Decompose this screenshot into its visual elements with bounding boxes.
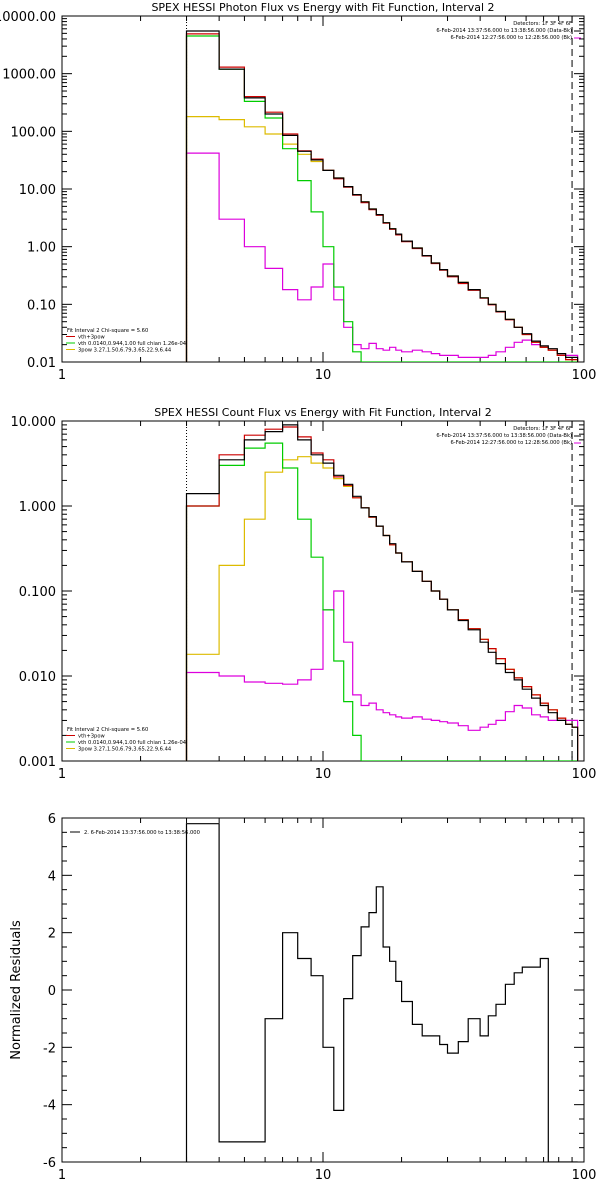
- series-line-3pow: [185, 116, 579, 362]
- x-tick-label: 10: [315, 767, 332, 782]
- y-tick-label: -6: [43, 1156, 56, 1171]
- legend-text: 3pow 3.27,1.50,6.79,3.65,22.9,6.44: [78, 747, 172, 753]
- x-tick-label: 1: [58, 368, 66, 383]
- x-tick-label: 100: [572, 767, 597, 782]
- plot-frame: [61, 15, 585, 363]
- legend-text: 2. 6-Feb-2014 13:37:56.000 to 13:38:56.0…: [84, 830, 200, 836]
- legend-text: Fit Interval 2 Chi-square = 5.60: [67, 328, 148, 334]
- legend-text: Detectors: 1F 3F 4F 6F: [513, 426, 572, 432]
- legend-text: vth+3pow: [78, 335, 106, 341]
- legend-text: Fit Interval 2 Chi-square = 5.60: [67, 727, 148, 733]
- y-axis-label: Normalized Residuals: [9, 920, 24, 1060]
- x-tick-label: 10: [315, 1168, 332, 1183]
- legend-text: 6-Feb-2014 12:27:56.000 to 12:28:56.000 …: [450, 440, 572, 446]
- y-tick-label: 10000.00: [0, 10, 56, 25]
- y-tick-label: 100.00: [11, 125, 57, 140]
- series-line-vth-3pow: [185, 33, 579, 362]
- legend-text: 6-Feb-2014 13:37:56.000 to 13:38:56.000 …: [436, 28, 572, 34]
- legend-text: Detectors: 1F 3F 4F 6F: [513, 21, 572, 27]
- y-tick-label: 0.100: [19, 585, 56, 600]
- y-tick-label: 1.000: [19, 500, 56, 515]
- y-tick-label: 4: [48, 869, 56, 884]
- chart-title: SPEX HESSI Count Flux vs Energy with Fit…: [154, 406, 491, 419]
- chart-title: SPEX HESSI Photon Flux vs Energy with Fi…: [151, 1, 494, 14]
- x-tick-label: 1: [58, 767, 66, 782]
- y-tick-label: 0.010: [19, 670, 56, 685]
- y-tick-label: 10.00: [19, 183, 56, 198]
- series-line-background: [185, 590, 579, 761]
- y-tick-label: 1.00: [27, 241, 56, 256]
- y-tick-label: 2: [48, 927, 56, 942]
- chart-3: 1 10 100 -6 -4 -2 0 2 4 6 Normalized Residuals 2. 6…: [9, 812, 596, 1183]
- series-line-vth: [185, 442, 578, 761]
- legend-text: vth 0.0140,0.944,1.00 full chian 1.26e-0…: [78, 740, 187, 746]
- chart-1: SPEX HESSI Photon Flux vs Energy with Fi…: [0, 1, 596, 383]
- series-line-3pow: [185, 456, 579, 761]
- series-line-data: [185, 424, 579, 761]
- legend-text: 6-Feb-2014 12:27:56.000 to 12:28:56.000 …: [450, 35, 572, 41]
- x-tick-label: 10: [315, 368, 332, 383]
- series-line-background: [185, 152, 579, 362]
- y-tick-label: 0.01: [27, 356, 56, 371]
- series-line-vth: [185, 35, 578, 362]
- legend-text: 6-Feb-2014 13:37:56.000 to 13:38:56.000 …: [436, 433, 572, 439]
- series-line-residuals: [185, 823, 578, 1162]
- y-tick-label: 0: [48, 984, 56, 999]
- legend-text: vth+3pow: [78, 734, 106, 740]
- y-tick-label: -2: [43, 1041, 56, 1056]
- y-tick-label: -4: [43, 1099, 56, 1114]
- legend-text: vth 0.0140,0.944,1.00 full chian 1.26e-0…: [78, 341, 187, 347]
- x-tick-label: 100: [572, 368, 597, 383]
- y-tick-label: 0.10: [27, 298, 56, 313]
- y-tick-label: 10.000: [11, 415, 57, 430]
- y-tick-label: 1000.00: [2, 68, 56, 83]
- series-line-data: [185, 30, 579, 362]
- legend-text: 3pow 3.27,1.50,6.79,3.65,22.9,6.44: [78, 348, 172, 354]
- y-tick-label: 6: [48, 812, 56, 827]
- x-tick-label: 1: [58, 1168, 66, 1183]
- series-line-vth-3pow: [185, 426, 579, 761]
- chart-2: SPEX HESSI Count Flux vs Energy with Fit…: [11, 406, 597, 782]
- x-tick-label: 100: [572, 1168, 597, 1183]
- y-tick-label: 0.001: [19, 755, 56, 770]
